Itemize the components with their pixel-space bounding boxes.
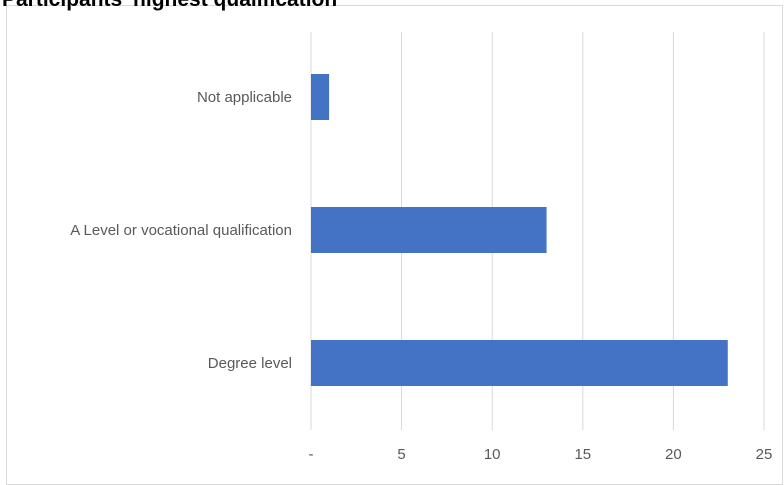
bar-chart: Not applicable A Level or vocational qual… <box>70 32 773 463</box>
chart-title: Participants' highest qualification <box>2 0 337 12</box>
category-label: A Level or vocational qualification <box>70 222 292 239</box>
x-tick-label: 10 <box>484 446 501 463</box>
x-tick-label: - <box>309 446 314 463</box>
bar-a-level-or-vocational-qualification <box>311 207 547 253</box>
category-label: Not applicable <box>197 89 292 106</box>
x-tick-label: 5 <box>397 446 405 463</box>
bar-degree-level <box>311 340 728 386</box>
category-label: Degree level <box>208 355 292 372</box>
x-tick-label: 15 <box>574 446 591 463</box>
bars <box>311 74 728 386</box>
category-labels: Not applicable A Level or vocational qual… <box>70 89 292 372</box>
x-tick-labels: - 5 10 15 20 25 <box>309 446 773 463</box>
x-tick-label: 25 <box>756 446 773 463</box>
bar-not-applicable <box>311 74 330 120</box>
x-tick-label: 20 <box>665 446 682 463</box>
